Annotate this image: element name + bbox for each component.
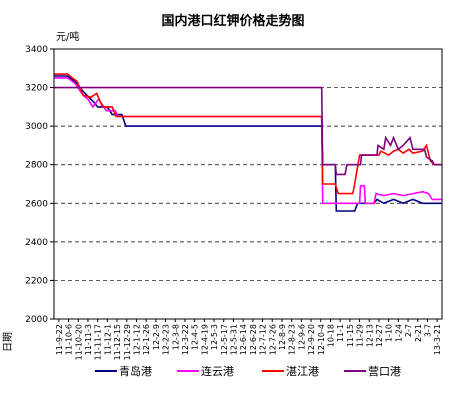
x-tick-label: 2-21: [414, 324, 423, 342]
plot-area-frame: [53, 48, 443, 320]
x-tick-label: 12-9-6: [297, 324, 306, 350]
x-tick-label: 12-2-23: [162, 324, 171, 355]
x-tick-label: 11-12-29: [123, 324, 132, 360]
x-tick-label: 12-3-22: [181, 324, 190, 355]
legend-label-4: 营口港: [368, 364, 401, 378]
x-tick-label: 3-7: [423, 324, 432, 337]
y-tick-label: 2000: [25, 315, 48, 325]
legend-label-2: 连云港: [201, 365, 234, 378]
x-tick-label: 12-9-20: [307, 324, 316, 355]
x-tick-label: 12-5-17: [220, 324, 229, 355]
x-tick-label: 12-3-8: [171, 324, 180, 350]
series-line-1: [54, 75, 442, 212]
y-tick-label: 2400: [25, 238, 48, 248]
x-tick-label: 12-10-4: [317, 324, 326, 355]
x-tick-label: 10-18: [326, 324, 335, 347]
x-tick-label: 11-12-1: [103, 324, 112, 355]
x-tick-label: 13-3-21: [433, 324, 442, 355]
x-tick-label: 11-15: [346, 324, 355, 347]
x-tick-label: 2-7: [404, 324, 413, 337]
y-tick-label: 2200: [25, 276, 48, 286]
x-tick-label: 12-1-12: [132, 324, 141, 355]
y-tick-label: 2800: [25, 161, 48, 171]
chart-title: 国内港口红钾价格走势图: [161, 13, 304, 29]
x-tick-label: 11-10-6: [65, 324, 74, 355]
x-tick-label: 11-11-17: [94, 324, 103, 360]
x-tick-label: 12-27: [375, 324, 384, 347]
legend-label-1: 青岛港: [119, 364, 152, 378]
x-tick-label: 11-1: [336, 324, 345, 342]
x-tick-label: 11-29: [356, 324, 365, 347]
x-tick-label: 12-7-12: [259, 324, 268, 355]
y-axis-label: 元/吨: [56, 30, 79, 43]
x-tick-label: 11-10-20: [74, 324, 83, 360]
x-tick-label: 12-13: [365, 324, 374, 347]
x-axis-label: 日期: [2, 332, 14, 352]
y-tick-label: 3200: [25, 84, 48, 94]
x-tick-label: 11-9-22: [55, 324, 64, 355]
x-tick-label: 12-1-26: [142, 324, 151, 355]
x-tick-label: 12-5-31: [229, 324, 238, 355]
x-tick-label: 12-6-28: [249, 324, 258, 355]
x-tick-label: 11-11-3: [84, 324, 93, 355]
x-tick-label: 12-8-23: [288, 324, 297, 355]
x-tick-label: 11-12-15: [113, 324, 122, 360]
series-line-2: [54, 77, 442, 205]
legend: 青岛港 连云港 湛江港 营口港: [95, 364, 401, 378]
series-lines: [54, 73, 442, 212]
x-tick-label: 12-5-3: [210, 324, 219, 350]
y-tick-label: 3400: [25, 45, 48, 55]
y-axis-ticks: 2000 2200 2400 2600 2800 3000 3200 3400: [25, 45, 54, 325]
series-line-4: [54, 86, 442, 176]
x-tick-label: 12-6-14: [239, 324, 248, 355]
x-tick-label: 1-10: [385, 324, 394, 342]
x-tick-label: 12-2-9: [152, 324, 161, 350]
y-tick-label: 2600: [25, 199, 48, 209]
x-tick-label: 12-4-19: [200, 324, 209, 355]
x-tick-label: 1-24: [394, 324, 403, 342]
legend-label-3: 湛江港: [286, 365, 319, 378]
x-tick-label: 12-4-5: [191, 324, 200, 350]
series-line-3: [54, 73, 442, 195]
x-tick-label: 12-8-9: [278, 324, 287, 350]
x-axis-ticks: 11-9-22 11-10-6 11-10-20 11-11-3 11-11-17 11-…: [55, 319, 442, 360]
y-tick-label: 3000: [25, 122, 48, 132]
x-tick-label: 12-7-26: [268, 324, 277, 355]
